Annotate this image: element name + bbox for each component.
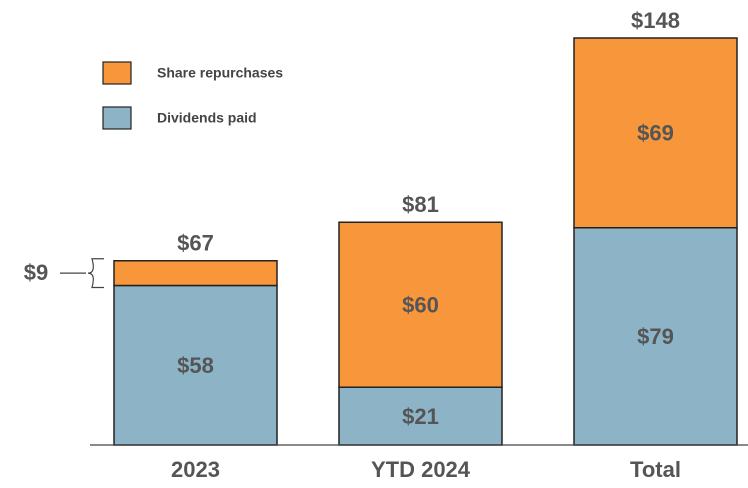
total-label: $81 [402, 192, 439, 217]
bracket [87, 258, 104, 289]
value-label: $69 [637, 121, 674, 146]
legend-swatch [102, 61, 132, 85]
legend-swatch [102, 106, 132, 130]
total-label: $148 [631, 8, 680, 33]
x-tick-label: Total [630, 457, 681, 482]
legend-label: Share repurchases [157, 65, 283, 81]
bar-segment [573, 227, 738, 446]
x-tick-label: YTD 2024 [371, 457, 471, 482]
value-label: $58 [177, 353, 214, 378]
bar-segment [338, 386, 503, 446]
bar-segment [338, 221, 503, 388]
legend-label: Dividends paid [157, 110, 257, 126]
bar-segment [113, 284, 278, 446]
bar-segment [573, 37, 738, 229]
total-label: $67 [177, 231, 214, 256]
x-tick-label: 2023 [171, 457, 220, 482]
value-label: $9 [24, 260, 48, 285]
value-label: $79 [637, 324, 674, 349]
value-label: $60 [402, 293, 439, 318]
value-label: $21 [402, 404, 439, 429]
bar-segment [113, 260, 278, 287]
